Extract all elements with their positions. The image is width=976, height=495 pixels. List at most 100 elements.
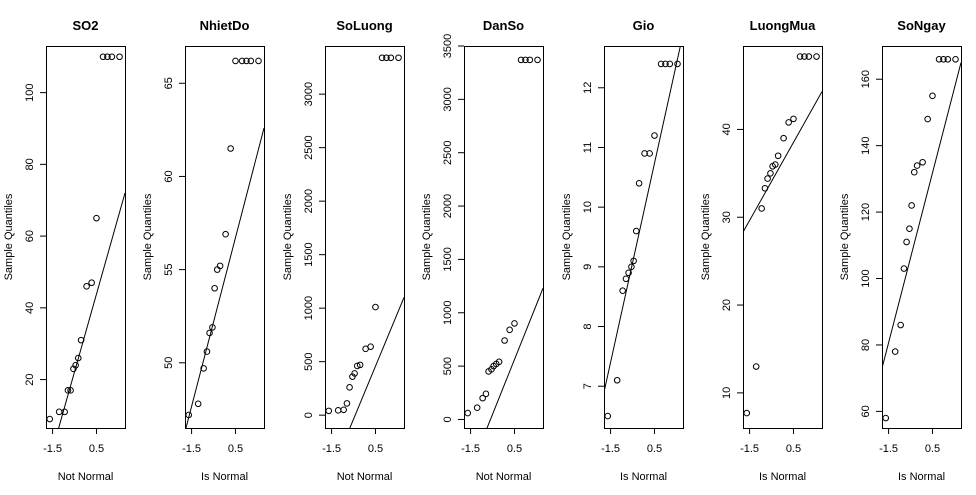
x-axis-label: Is Normal <box>898 471 945 483</box>
y-tick-label: 500 <box>442 357 454 375</box>
x-tick-label: -1.5 <box>461 443 480 455</box>
y-axis-label: Sample Quantiles <box>700 193 712 280</box>
x-tick-label: -1.5 <box>182 443 201 455</box>
y-tick-label: 40 <box>24 302 36 314</box>
y-tick-label: 12 <box>582 82 594 94</box>
y-tick-label: 2000 <box>303 189 315 213</box>
data-point <box>534 56 541 64</box>
y-tick-label: 10 <box>582 201 594 213</box>
y-tick-label: 60 <box>24 230 36 242</box>
plot-frame <box>464 46 544 429</box>
data-point <box>622 275 630 283</box>
data-point <box>77 336 85 344</box>
data-point <box>387 54 395 62</box>
data-point <box>383 54 390 62</box>
y-tick-label: 140 <box>860 136 872 154</box>
x-tick-label: 0.5 <box>368 443 383 455</box>
data-point <box>944 55 952 63</box>
data-point <box>646 150 653 157</box>
y-tick-label: 1000 <box>442 301 454 325</box>
data-point <box>805 53 813 60</box>
data-point <box>356 361 364 369</box>
data-point <box>796 53 804 60</box>
panel-title: SoNgay <box>897 18 946 33</box>
panel-so2: SO2 Not Normal Sample Quantiles -1.5 0.5 20 40… <box>3 18 126 483</box>
data-point <box>771 161 779 168</box>
data-point <box>666 60 674 68</box>
panel-title: SoLuong <box>336 18 392 33</box>
panel-title: DanSo <box>483 18 524 33</box>
data-point <box>604 412 612 420</box>
x-tick-label: -1.5 <box>879 443 898 455</box>
y-axis-label: Sample Quantiles <box>3 193 15 280</box>
reference-line <box>486 288 543 428</box>
data-point <box>495 358 503 366</box>
data-point <box>613 376 621 384</box>
y-tick-label: 2500 <box>303 135 315 159</box>
data-point <box>482 390 490 398</box>
data-point <box>255 57 262 65</box>
y-tick-label: 1500 <box>442 247 454 271</box>
x-axis-label: Not Normal <box>337 471 393 483</box>
data-point <box>211 284 218 292</box>
x-tick-label: -1.5 <box>322 443 341 455</box>
x-axis-label: Is Normal <box>201 471 248 483</box>
data-point <box>767 170 774 177</box>
data-point <box>61 408 68 416</box>
data-point <box>506 326 513 334</box>
reference-line <box>743 91 822 233</box>
x-tick-label: -1.5 <box>601 443 620 455</box>
data-point <box>891 348 899 355</box>
data-point <box>511 320 518 327</box>
data-point <box>662 60 669 68</box>
data-point <box>641 150 648 157</box>
data-point <box>632 227 640 235</box>
x-tick-label: 0.5 <box>228 443 243 455</box>
y-tick-label: 20 <box>721 299 733 311</box>
y-tick-label: 500 <box>303 352 315 370</box>
data-point <box>464 409 472 417</box>
reference-line <box>882 62 961 369</box>
x-tick-label: 0.5 <box>786 443 801 455</box>
data-point <box>908 202 915 209</box>
data-point <box>46 415 54 423</box>
data-point <box>55 408 63 416</box>
data-point <box>351 370 358 377</box>
data-point <box>99 53 107 61</box>
y-tick-label: 0 <box>442 416 454 422</box>
data-point <box>227 145 234 152</box>
plot-frame <box>743 46 823 429</box>
y-tick-label: 3000 <box>442 87 454 111</box>
plot-frame <box>46 46 126 429</box>
y-tick-label: 80 <box>24 158 36 170</box>
plot-frame <box>882 46 962 429</box>
y-tick-label: 0 <box>303 412 315 418</box>
data-point <box>900 265 908 272</box>
data-point <box>940 55 947 63</box>
data-point <box>67 387 74 394</box>
plot-frame <box>185 46 265 429</box>
data-point <box>395 54 402 62</box>
data-point <box>501 337 508 344</box>
panel-title: LuongMua <box>750 18 816 33</box>
y-tick-label: 1000 <box>303 296 315 320</box>
panel-title: Gio <box>633 18 655 33</box>
data-point <box>206 329 213 337</box>
y-axis-label: Sample Quantiles <box>282 193 294 280</box>
panel-title: NhietDo <box>200 18 250 33</box>
panel-nhietdo: NhietDo Is Normal Sample Quantiles -1.5 0.5 5… <box>142 18 265 483</box>
data-point <box>897 321 904 329</box>
data-point <box>628 263 635 271</box>
x-tick-label: 0.5 <box>647 443 662 455</box>
reference-line <box>58 192 125 428</box>
data-point <box>903 238 910 246</box>
data-point <box>108 53 116 61</box>
plot-frame <box>325 46 405 429</box>
data-point <box>619 287 626 295</box>
y-tick-label: 2500 <box>442 140 454 164</box>
x-axis-label: Is Normal <box>759 471 806 483</box>
data-point <box>635 179 643 187</box>
y-tick-label: 30 <box>721 211 733 223</box>
x-tick-label: 0.5 <box>507 443 522 455</box>
y-axis-label: Sample Quantiles <box>142 193 154 280</box>
